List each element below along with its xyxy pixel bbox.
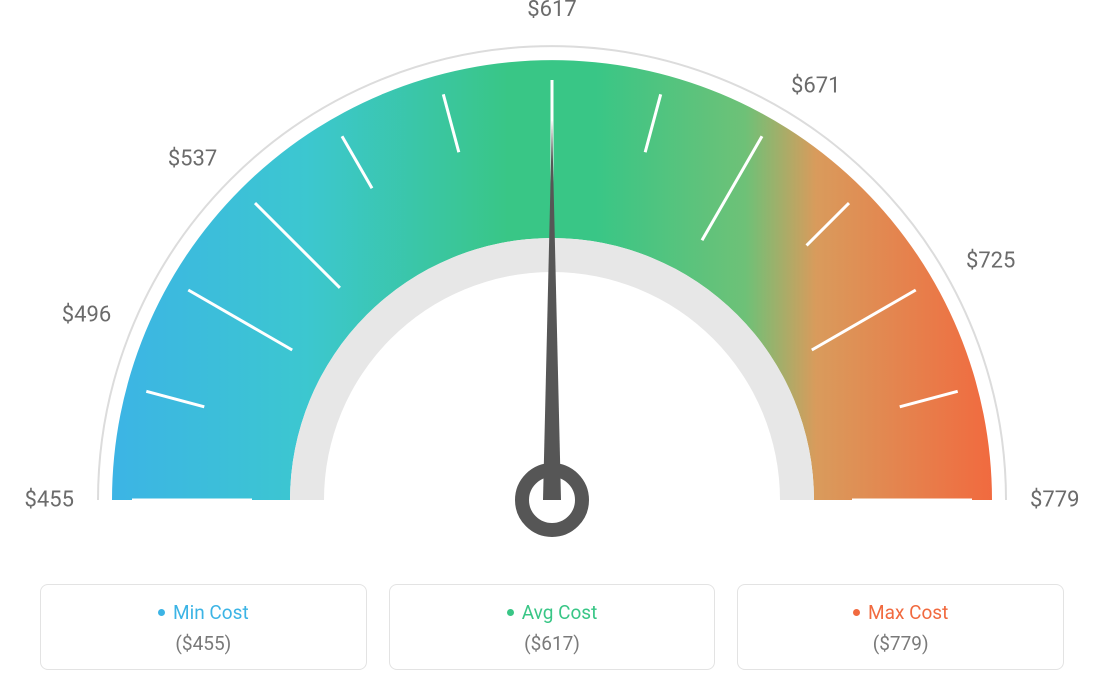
gauge-tick-label: $455: [25, 488, 74, 513]
legend-title-avg: Avg Cost: [507, 601, 598, 624]
legend-title-min: Min Cost: [158, 601, 249, 624]
legend-card-min: Min Cost ($455): [40, 584, 367, 670]
legend-value-max: ($779): [738, 632, 1063, 655]
legend-row: Min Cost ($455) Avg Cost ($617) Max Cost…: [40, 584, 1064, 670]
legend-dot-max: [853, 609, 860, 616]
gauge-chart: $455 $496 $537 $617 $671 $725 $779: [0, 0, 1104, 590]
legend-value-avg: ($617): [390, 632, 715, 655]
gauge-tick-label: $671: [791, 74, 840, 99]
gauge-tick-label: $779: [1030, 488, 1079, 513]
legend-card-max: Max Cost ($779): [737, 584, 1064, 670]
legend-value-min: ($455): [41, 632, 366, 655]
gauge-tick-label: $496: [62, 302, 111, 327]
gauge-svg: [52, 10, 1052, 570]
gauge-tick-label: $617: [527, 0, 576, 22]
legend-label-min: Min Cost: [173, 601, 249, 624]
legend-title-max: Max Cost: [853, 601, 948, 624]
legend-dot-avg: [507, 609, 514, 616]
legend-label-max: Max Cost: [868, 601, 948, 624]
legend-card-avg: Avg Cost ($617): [389, 584, 716, 670]
gauge-tick-label: $537: [168, 146, 217, 171]
gauge-tick-label: $725: [966, 249, 1015, 274]
legend-dot-min: [158, 609, 165, 616]
legend-label-avg: Avg Cost: [522, 601, 598, 624]
